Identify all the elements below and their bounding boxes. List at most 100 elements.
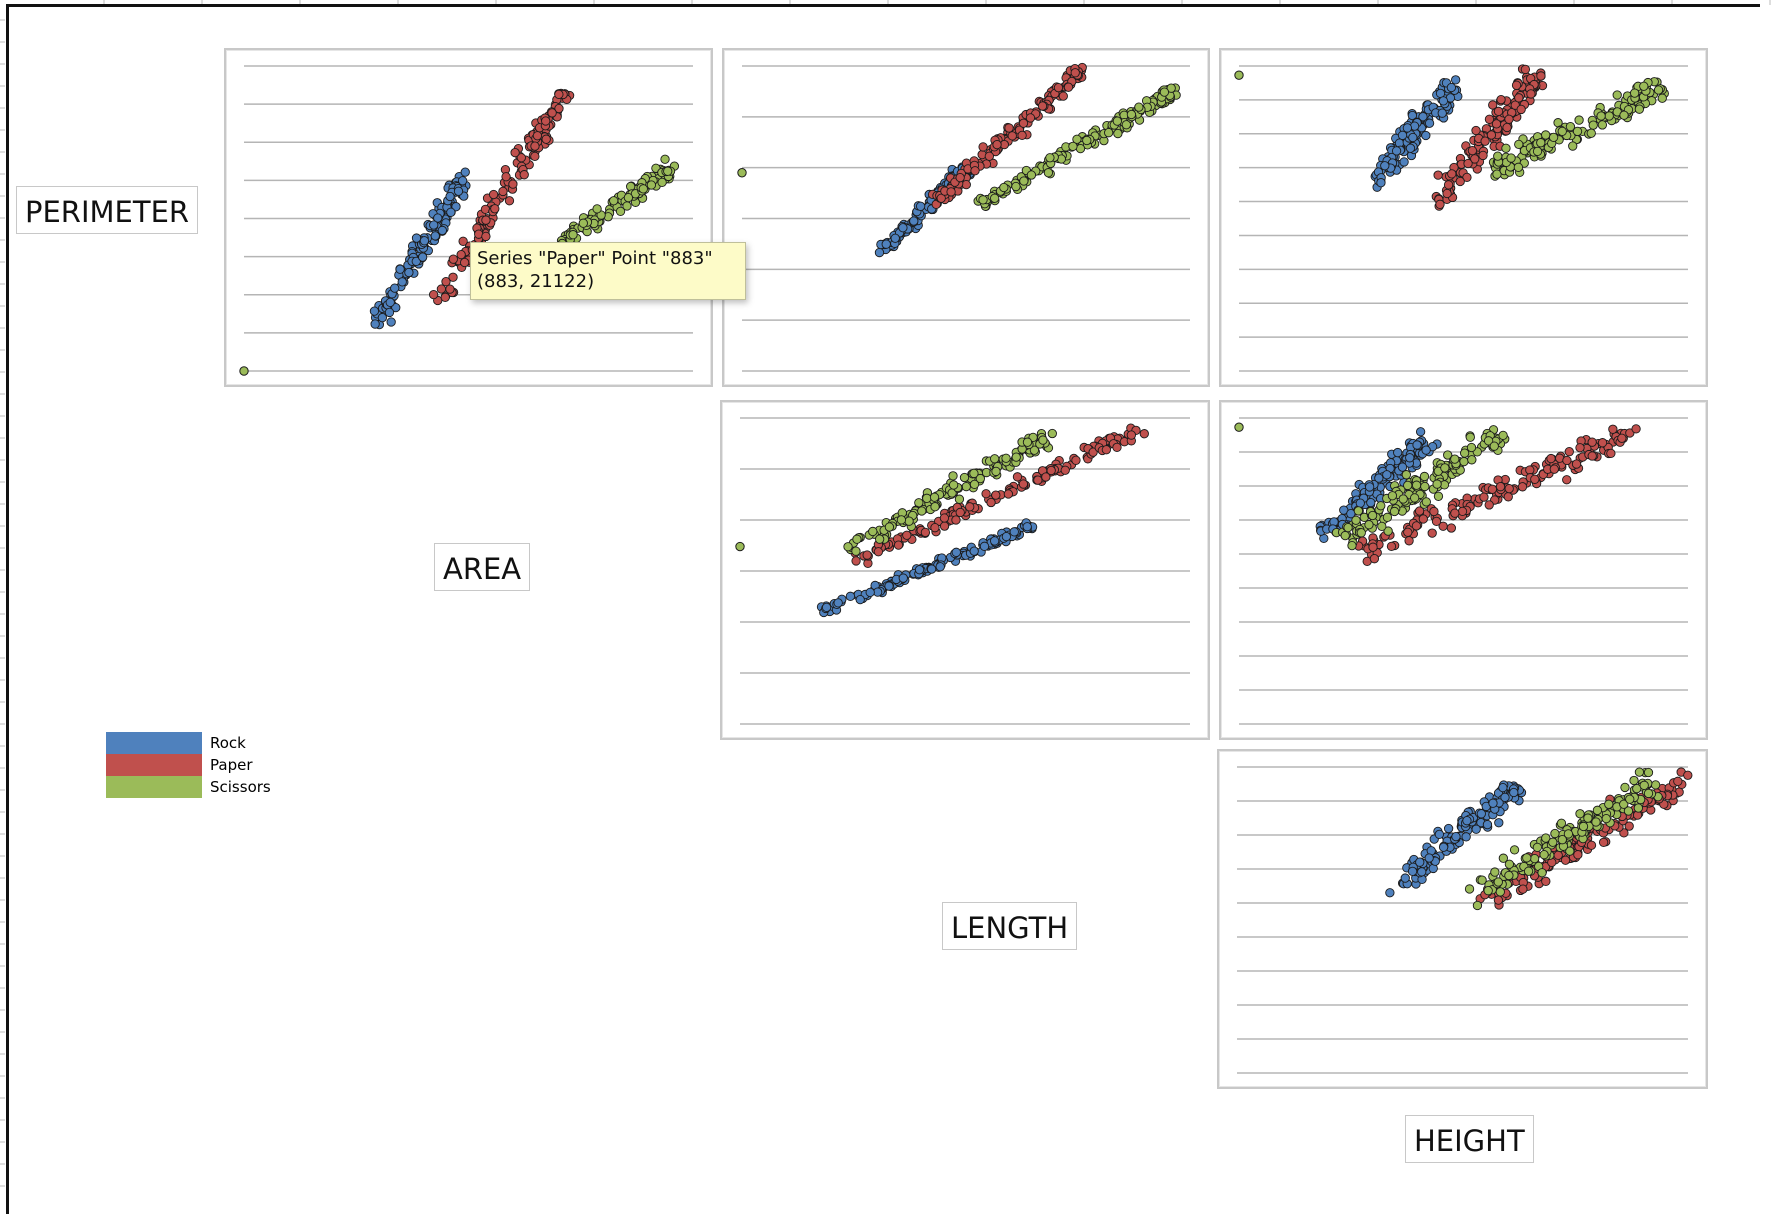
data-point xyxy=(1557,835,1567,845)
data-point xyxy=(1385,888,1395,898)
data-point xyxy=(1504,870,1514,881)
data-point xyxy=(1431,516,1442,527)
data-point xyxy=(430,231,440,241)
data-point xyxy=(1435,199,1445,209)
data-point xyxy=(1063,82,1074,92)
data-point xyxy=(1068,141,1078,152)
data-point xyxy=(1434,829,1445,839)
data-point xyxy=(922,493,932,503)
data-point xyxy=(390,283,400,293)
data-point xyxy=(929,492,940,502)
data-point xyxy=(1101,445,1112,455)
data-point xyxy=(1071,455,1081,465)
data-point xyxy=(1072,134,1082,144)
data-point xyxy=(1070,68,1080,78)
data-point xyxy=(1619,110,1629,120)
data-point xyxy=(917,506,927,516)
data-point xyxy=(1462,816,1472,826)
scatter-perimeter-length[interactable] xyxy=(722,48,1210,387)
data-point xyxy=(1606,448,1616,459)
data-point xyxy=(1112,442,1122,452)
data-point xyxy=(946,187,956,197)
data-point xyxy=(1500,792,1510,802)
data-point xyxy=(1548,837,1558,847)
data-point xyxy=(1446,82,1457,93)
series-scissors xyxy=(1331,425,1510,551)
data-point xyxy=(429,220,439,230)
data-point xyxy=(1483,436,1494,446)
scatter-length-height[interactable] xyxy=(1217,749,1708,1089)
data-point xyxy=(845,591,856,601)
data-point xyxy=(1629,88,1640,98)
data-point xyxy=(1560,855,1571,865)
data-point xyxy=(1523,866,1534,876)
data-point xyxy=(884,581,894,591)
data-point xyxy=(1026,170,1037,180)
scatter-perimeter-area[interactable] xyxy=(224,48,713,387)
data-point xyxy=(984,151,994,161)
data-point xyxy=(1463,158,1473,169)
data-point xyxy=(457,176,468,186)
data-point xyxy=(833,598,843,608)
data-point xyxy=(1025,113,1036,123)
data-point xyxy=(1376,178,1386,188)
data-point xyxy=(428,289,439,300)
data-point xyxy=(1451,75,1461,85)
data-point xyxy=(978,142,988,152)
data-point xyxy=(1504,484,1514,494)
data-point xyxy=(451,202,461,212)
data-point xyxy=(519,170,529,180)
data-point-tooltip: Series "Paper" Point "883" (883, 21122) xyxy=(470,242,746,300)
data-point xyxy=(914,565,925,575)
data-point xyxy=(1490,867,1500,877)
data-point xyxy=(1479,492,1489,502)
data-point xyxy=(1400,873,1410,883)
data-point xyxy=(1022,522,1032,532)
data-point xyxy=(1493,106,1504,116)
data-point xyxy=(1041,472,1051,482)
data-point xyxy=(1634,767,1645,777)
scatter-plot-area xyxy=(735,417,1190,725)
scatter-perimeter-height[interactable] xyxy=(1219,48,1708,387)
data-point xyxy=(1608,424,1618,434)
data-point xyxy=(395,264,405,274)
data-point xyxy=(1624,821,1634,831)
data-point xyxy=(1586,840,1597,850)
scatter-area-length[interactable] xyxy=(720,400,1210,740)
data-point xyxy=(1493,151,1503,161)
data-point xyxy=(1537,868,1547,878)
data-point xyxy=(1104,128,1114,138)
data-point xyxy=(386,317,396,327)
data-point xyxy=(1383,526,1393,536)
data-point xyxy=(948,471,958,481)
data-point xyxy=(1382,512,1393,522)
data-point xyxy=(437,225,447,236)
data-point xyxy=(1009,527,1019,537)
series-rock xyxy=(1370,75,1463,192)
data-point xyxy=(541,134,551,144)
tooltip-value-line: (883, 21122) xyxy=(477,271,595,292)
data-point xyxy=(1353,506,1364,516)
data-point xyxy=(1404,536,1414,546)
data-point xyxy=(1355,498,1365,508)
data-point xyxy=(1424,118,1435,128)
data-point xyxy=(1477,875,1487,885)
data-point xyxy=(1001,531,1012,542)
scatter-area-height[interactable] xyxy=(1219,400,1708,740)
data-point xyxy=(969,479,980,490)
data-point xyxy=(1495,482,1506,492)
data-point xyxy=(1414,506,1425,516)
data-point xyxy=(1563,829,1574,839)
data-point xyxy=(1516,104,1526,115)
data-point xyxy=(1514,139,1524,150)
data-point xyxy=(1443,450,1453,460)
data-point xyxy=(1038,435,1048,445)
data-point xyxy=(1377,521,1387,532)
data-point xyxy=(1418,514,1428,524)
data-point xyxy=(445,284,455,294)
data-point xyxy=(1019,176,1029,186)
data-point xyxy=(1011,181,1021,192)
data-point xyxy=(1112,116,1122,126)
data-point xyxy=(1683,770,1693,780)
outlier-point xyxy=(239,366,249,376)
